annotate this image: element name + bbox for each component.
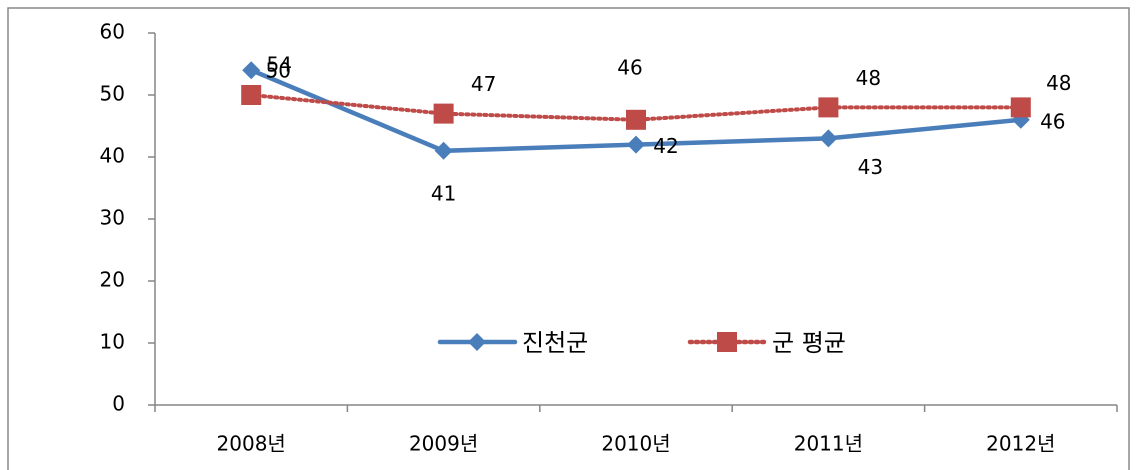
legend-label: 군 평균 xyxy=(772,329,846,357)
data-label: 48 xyxy=(1046,71,1071,95)
legend-marker xyxy=(717,332,737,352)
y-tick-label: 20 xyxy=(100,268,125,292)
data-label: 47 xyxy=(471,72,496,96)
y-tick-label: 10 xyxy=(100,330,125,354)
y-tick-label: 50 xyxy=(100,82,125,106)
y-tick-label: 60 xyxy=(100,20,125,44)
data-label: 46 xyxy=(1040,109,1065,133)
data-label: 41 xyxy=(431,181,456,205)
legend-marker xyxy=(468,333,486,351)
legend-label: 진천군 xyxy=(522,329,588,357)
data-label: 43 xyxy=(858,155,883,179)
data-label: 50 xyxy=(265,59,290,83)
data-label: 42 xyxy=(653,134,678,158)
data-label: 54 xyxy=(266,53,291,77)
point xyxy=(241,85,262,105)
y-tick-label: 0 xyxy=(112,392,125,416)
x-tick-label: 2008년 xyxy=(217,432,286,456)
point xyxy=(433,103,454,124)
x-tick-label: 2010년 xyxy=(601,432,670,456)
point xyxy=(242,61,261,80)
point xyxy=(626,109,646,130)
point xyxy=(627,135,645,154)
x-tick-label: 2011년 xyxy=(794,432,863,456)
data-label: 48 xyxy=(856,66,881,90)
point xyxy=(1010,97,1031,118)
chart-frame xyxy=(7,7,1130,470)
x-tick-label: 2012년 xyxy=(986,432,1055,456)
point xyxy=(819,129,838,148)
y-tick-label: 30 xyxy=(100,206,125,230)
y-tick-label: 40 xyxy=(100,144,125,168)
point xyxy=(434,141,453,160)
point xyxy=(818,97,839,118)
x-tick-label: 2009년 xyxy=(409,432,478,456)
data-label: 46 xyxy=(617,55,642,79)
